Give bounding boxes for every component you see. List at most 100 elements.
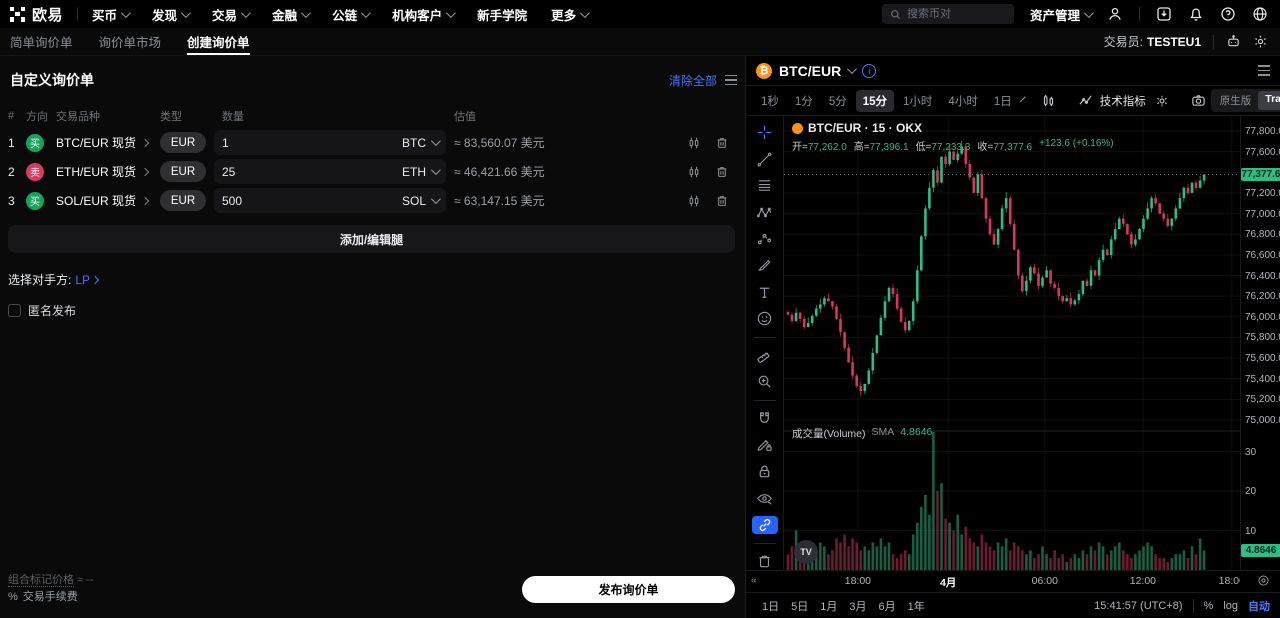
amount-input[interactable]	[222, 193, 402, 208]
chevron-down-icon[interactable]	[847, 64, 858, 75]
auto-scale-button[interactable]: 自动	[1248, 600, 1270, 613]
publish-rfq-button[interactable]: 发布询价单	[522, 575, 735, 603]
menu-trade[interactable]: 交易	[212, 5, 251, 24]
delete-leg-button[interactable]	[709, 194, 735, 208]
remove-drawings-tool[interactable]	[752, 552, 778, 570]
okx-logo[interactable]: 欧易	[10, 4, 63, 25]
menu-chain[interactable]: 公链	[332, 5, 371, 24]
brush-tool[interactable]	[752, 257, 778, 275]
menu-more[interactable]: 更多	[551, 5, 591, 24]
bot-button[interactable]	[1226, 34, 1241, 49]
measure-tool[interactable]	[752, 347, 778, 365]
tradingview-logo[interactable]: TV	[794, 540, 818, 564]
unit-selector[interactable]: SOL	[402, 194, 441, 208]
zoom-in-tool[interactable]	[752, 373, 778, 391]
menu-academy[interactable]: 新手学院	[477, 8, 528, 23]
range-3m[interactable]: 3月	[849, 600, 867, 613]
tab-simple-rfq[interactable]: 简单询价单	[10, 36, 73, 50]
fib-retracement-tool[interactable]	[752, 177, 778, 195]
time-axis[interactable]: « 18:00 4月 06:00 12:00 18:00	[746, 570, 1280, 592]
swap-side-button[interactable]	[681, 194, 707, 208]
tf-1m[interactable]: 1分	[794, 95, 813, 108]
forecast-tool[interactable]	[752, 230, 778, 248]
info-icon[interactable]: i	[862, 63, 877, 78]
counterparty-link[interactable]: LP	[75, 273, 100, 287]
settings-button[interactable]	[1253, 34, 1268, 49]
menu-discover[interactable]: 发现	[152, 5, 191, 24]
tf-4h[interactable]: 4小时	[948, 95, 978, 108]
tab-rfq-market[interactable]: 询价单市场	[98, 36, 162, 50]
range-5d[interactable]: 5日	[791, 600, 809, 613]
indicators-button[interactable]	[1075, 93, 1096, 108]
emoji-tool[interactable]	[752, 310, 778, 328]
chart-menu-icon[interactable]	[1258, 65, 1270, 76]
menu-finance[interactable]: 金融	[272, 5, 311, 24]
native-version-button[interactable]: 原生版	[1219, 95, 1252, 107]
pair-selector[interactable]: BTC/EUR 现货	[56, 134, 158, 151]
amount-input[interactable]	[222, 135, 402, 150]
search-box[interactable]	[881, 4, 1014, 24]
swap-side-button[interactable]	[681, 165, 707, 179]
indicators-label[interactable]: 技术指标	[1099, 95, 1146, 108]
trendline-tool[interactable]	[752, 151, 778, 169]
tradingview-version-button[interactable]: TradingView	[1258, 91, 1280, 110]
tf-1h[interactable]: 1小时	[903, 95, 933, 108]
profile-button[interactable]	[1107, 6, 1123, 22]
panel-menu-icon[interactable]	[725, 74, 737, 86]
unit-selector[interactable]: ETH	[402, 165, 441, 179]
menu-buy-crypto[interactable]: 买币	[92, 5, 131, 24]
anonymous-checkbox[interactable]	[8, 304, 21, 317]
help-button[interactable]	[1220, 6, 1236, 22]
language-button[interactable]	[1252, 6, 1268, 22]
pair-selector[interactable]: ETH/EUR 现货	[56, 163, 158, 180]
scroll-left-button[interactable]: «	[751, 575, 757, 586]
currency-pill[interactable]: EUR	[160, 190, 206, 211]
indicator-settings-button[interactable]	[1152, 94, 1172, 108]
search-input[interactable]	[906, 8, 997, 20]
range-1m[interactable]: 1月	[820, 600, 838, 613]
menu-institutional[interactable]: 机构客户	[392, 5, 456, 24]
draw-lock-tool[interactable]	[752, 436, 778, 454]
delete-leg-button[interactable]	[709, 165, 735, 179]
amount-input[interactable]	[222, 164, 402, 179]
axis-settings-button[interactable]	[1257, 574, 1270, 587]
download-app-button[interactable]	[1156, 6, 1172, 22]
notifications-button[interactable]	[1188, 6, 1204, 22]
tf-5m[interactable]: 5分	[828, 95, 847, 108]
price-scale[interactable]: 77,800.077,600.077,400.077,200.077,000.0…	[1240, 116, 1280, 570]
assets-menu[interactable]: 资产管理	[1030, 5, 1094, 24]
tf-1d[interactable]: 1日	[993, 95, 1012, 108]
range-6m[interactable]: 6月	[878, 600, 896, 613]
crosshair-tool[interactable]	[752, 124, 778, 142]
swap-side-button[interactable]	[681, 136, 707, 150]
unit-selector[interactable]: BTC	[402, 136, 441, 150]
text-tool[interactable]	[752, 284, 778, 302]
clear-all-link[interactable]: 清除全部	[668, 73, 717, 88]
magnet-tool[interactable]	[752, 410, 778, 428]
side-badge-buy[interactable]: 买	[26, 133, 44, 152]
range-1d[interactable]: 1日	[762, 600, 780, 613]
chart-symbol[interactable]: BTC/EUR	[779, 62, 842, 79]
currency-pill[interactable]: EUR	[160, 161, 206, 182]
candle-style-button[interactable]	[1038, 93, 1059, 108]
pair-selector[interactable]: SOL/EUR 现货	[56, 192, 158, 209]
add-edit-legs-button[interactable]: 添加/编辑腿	[8, 225, 735, 253]
delete-leg-button[interactable]	[709, 136, 735, 150]
clock[interactable]: 15:41:57 (UTC+8)	[1094, 599, 1183, 612]
range-1y[interactable]: 1年	[907, 600, 925, 613]
chevron-down-icon[interactable]	[1019, 96, 1026, 102]
xabcd-pattern-tool[interactable]	[752, 204, 778, 222]
side-badge-buy[interactable]: 买	[26, 191, 44, 210]
currency-pill[interactable]: EUR	[160, 132, 206, 153]
log-scale-button[interactable]: log	[1223, 599, 1238, 612]
candlestick-chart[interactable]: BTC/EUR · 15 · OKX 开=77,262.0 高=77,396.1…	[784, 116, 1240, 570]
tf-1s[interactable]: 1秒	[761, 95, 779, 108]
lock-all-tool[interactable]	[752, 463, 778, 481]
snapshot-button[interactable]	[1188, 93, 1209, 108]
percent-scale-button[interactable]: %	[1203, 599, 1214, 612]
sync-drawings-tool[interactable]	[751, 515, 778, 534]
hide-drawings-tool[interactable]	[752, 489, 778, 507]
tab-create-rfq[interactable]: 创建询价单	[187, 28, 250, 55]
tf-15m[interactable]: 15分	[855, 89, 895, 112]
side-badge-sell[interactable]: 卖	[26, 162, 44, 181]
